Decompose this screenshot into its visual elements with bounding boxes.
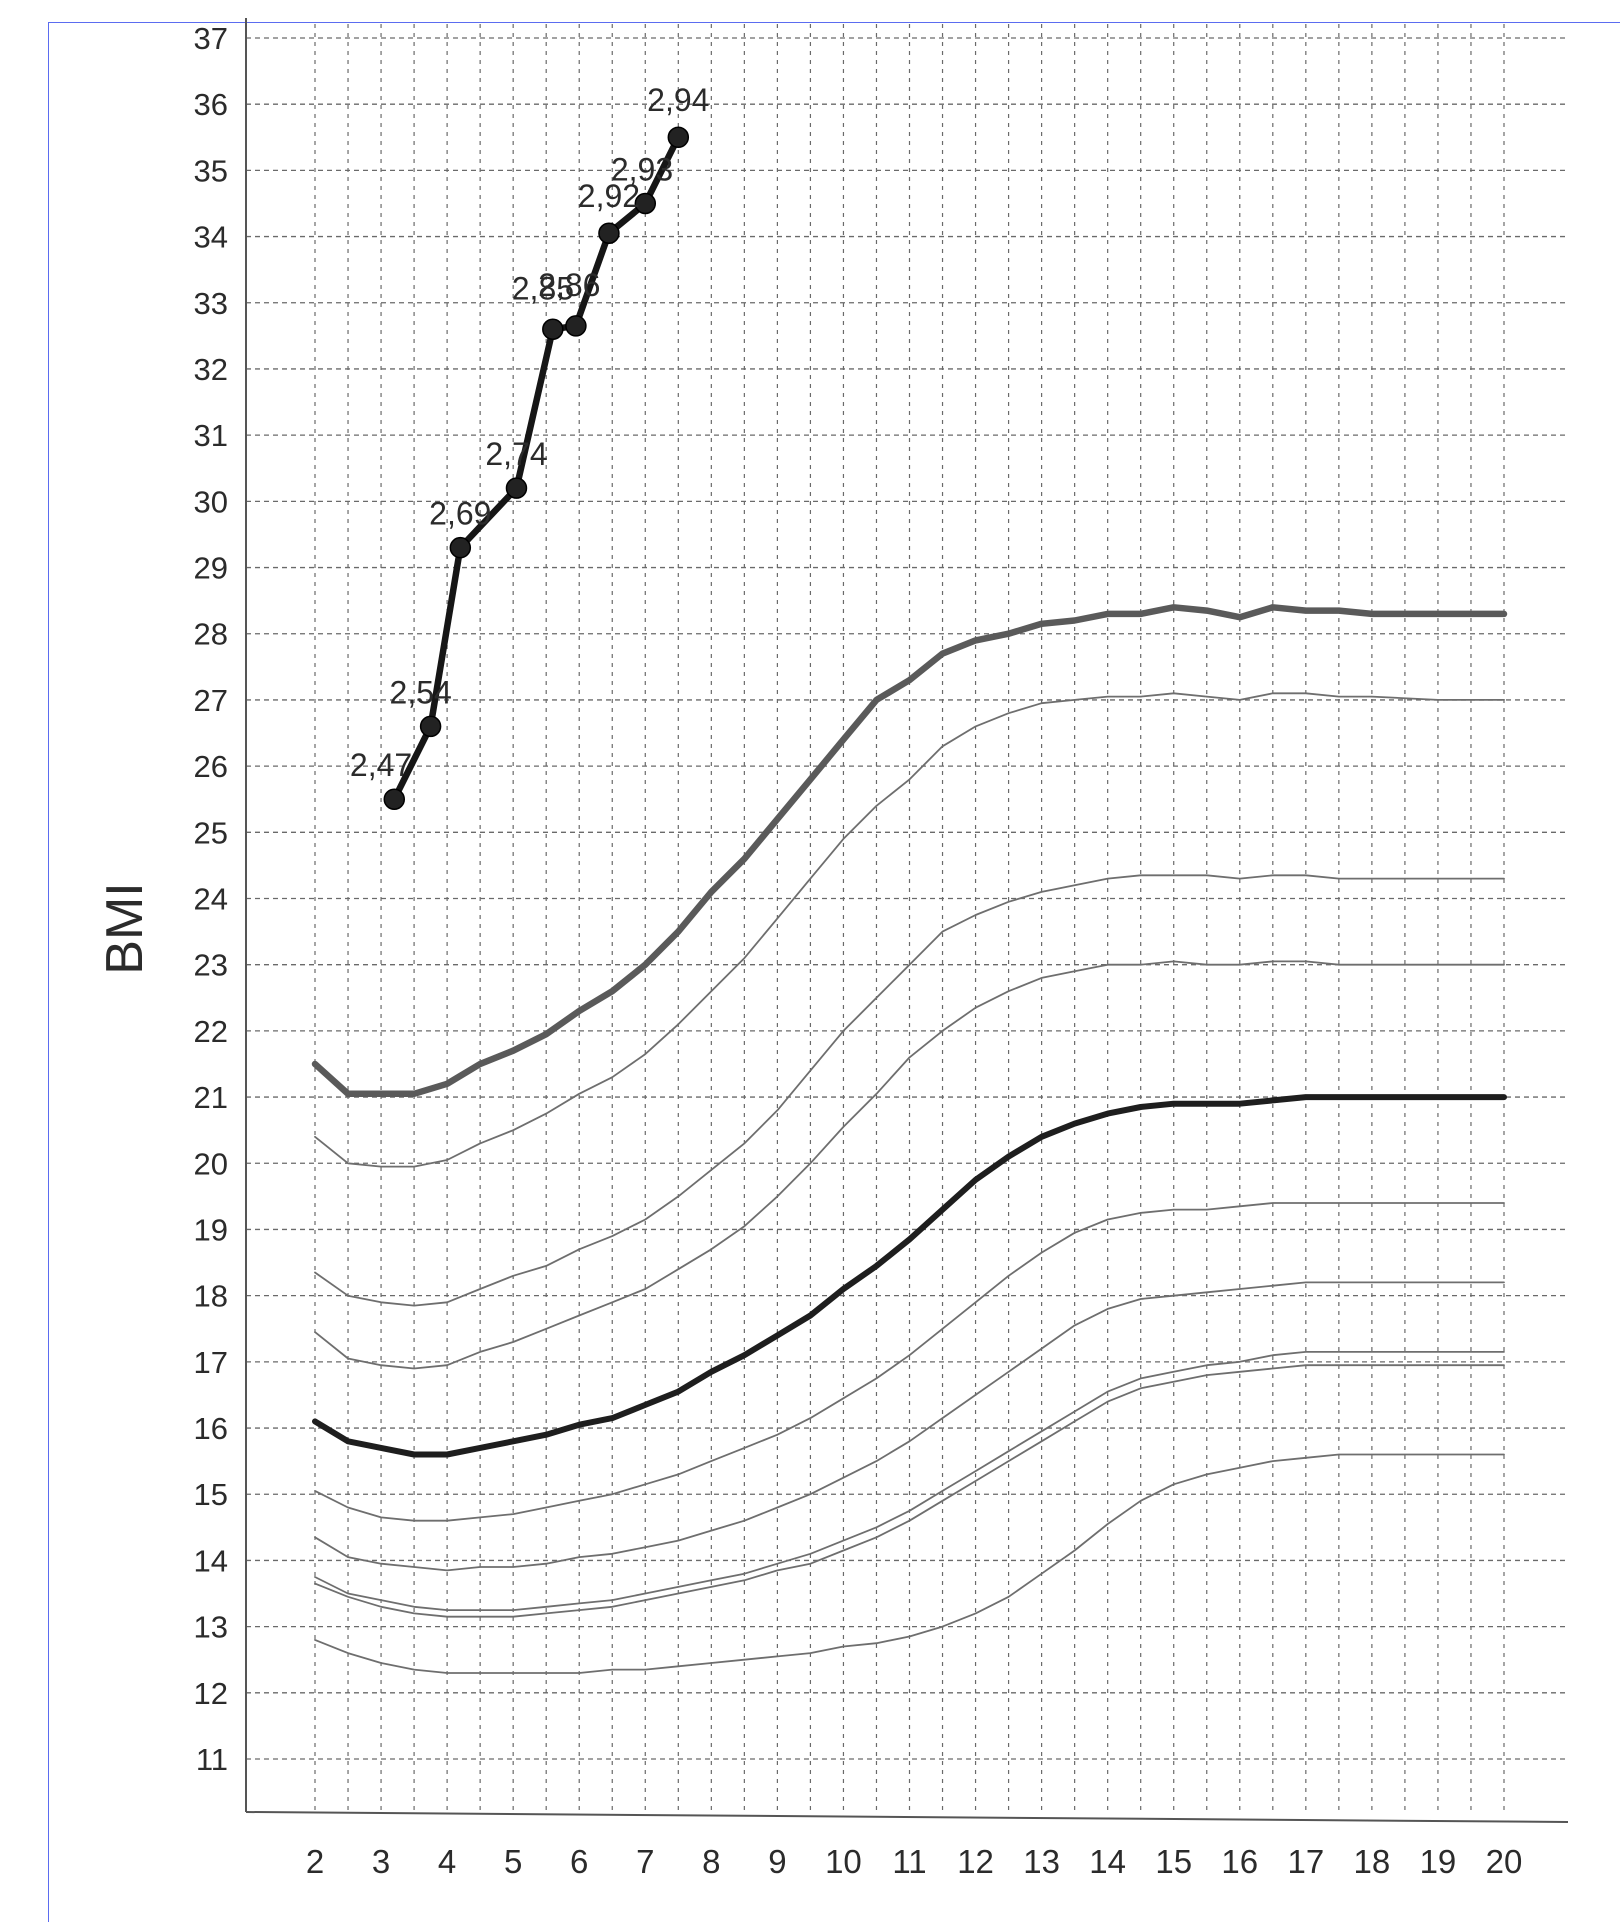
y-tick-label: 28 (194, 617, 228, 652)
data-label: 2,69 (429, 496, 491, 532)
x-tick-label: 13 (1023, 1843, 1060, 1880)
data-label: 2,86 (538, 267, 600, 303)
data-label: 2,74 (485, 436, 547, 472)
y-tick-label: 34 (194, 220, 228, 255)
y-tick-label: 23 (194, 948, 228, 983)
y-tick-label: 18 (194, 1279, 228, 1314)
reference-curve-thin (314, 1202, 1505, 1522)
x-tick-label: 17 (1287, 1843, 1324, 1880)
y-tick-label: 13 (194, 1610, 228, 1645)
y-tick-label: 14 (194, 1543, 228, 1578)
data-point (565, 315, 587, 337)
reference-curve-thin (314, 960, 1505, 1370)
reference-curve-median-thick (312, 1094, 1507, 1458)
x-tick-label: 18 (1354, 1843, 1391, 1880)
y-tick-label: 21 (194, 1080, 228, 1115)
data-label: 2,92 (578, 178, 640, 214)
y-tick-label: 27 (194, 683, 228, 718)
y-tick-label: 32 (194, 352, 228, 387)
data-label: 2,85 (512, 271, 574, 307)
data-point (449, 536, 472, 559)
data-point (383, 788, 406, 810)
x-tick-label: 4 (438, 1843, 456, 1880)
data-label: 2,94 (647, 82, 709, 118)
y-tick-label: 22 (194, 1014, 228, 1049)
x-tick-label: 14 (1089, 1843, 1126, 1880)
x-tick-label: 7 (636, 1843, 654, 1880)
y-tick-label: 37 (194, 21, 228, 56)
reference-curve-thin (314, 874, 1505, 1307)
x-tick-label: 11 (892, 1843, 926, 1880)
x-tick-label: 3 (372, 1843, 390, 1880)
y-tick-label: 30 (194, 484, 228, 519)
y-tick-label: 35 (194, 153, 228, 188)
y-tick-label: 12 (194, 1676, 228, 1711)
data-point (419, 715, 442, 738)
y-tick-label: 20 (194, 1146, 228, 1181)
x-tick-label: 9 (768, 1843, 786, 1880)
y-tick-label: 33 (194, 286, 228, 321)
y-tick-label: 29 (194, 551, 228, 586)
x-tick-label: 6 (570, 1843, 588, 1880)
y-axis-label: BMI (96, 882, 154, 974)
data-point (598, 222, 620, 245)
y-tick-label: 31 (194, 418, 228, 453)
chart-frame (48, 22, 1620, 1922)
x-tick-label: 19 (1420, 1843, 1457, 1880)
y-tick-label: 36 (194, 87, 228, 122)
data-point (667, 126, 690, 149)
y-tick-label: 19 (194, 1212, 228, 1247)
y-tick-label: 16 (194, 1411, 228, 1446)
reference-curve-thin (314, 1364, 1505, 1618)
data-point (505, 477, 528, 499)
data-label: 2,47 (350, 747, 412, 783)
x-axis-line (245, 1811, 1569, 1823)
reference-curve-thin (314, 1351, 1505, 1611)
x-tick-label: 10 (825, 1843, 862, 1880)
reference-curve-thin (314, 1453, 1505, 1674)
reference-curve-upper-thick (311, 604, 1508, 1098)
y-tick-label: 26 (194, 749, 228, 784)
y-tick-label: 24 (194, 882, 228, 917)
y-tick-label: 25 (194, 815, 228, 850)
data-point (634, 192, 657, 215)
x-tick-label: 16 (1221, 1843, 1258, 1880)
y-tick-label: 15 (194, 1477, 228, 1512)
x-tick-label: 15 (1155, 1843, 1192, 1880)
y-tick-label: 17 (194, 1345, 228, 1380)
reference-curve-thin (314, 1281, 1505, 1572)
y-tick-label: 11 (196, 1742, 228, 1777)
x-tick-label: 20 (1486, 1843, 1523, 1880)
data-point (542, 318, 564, 340)
x-tick-label: 8 (702, 1843, 720, 1880)
x-tick-label: 2 (306, 1843, 324, 1880)
x-tick-label: 5 (504, 1843, 522, 1880)
x-tick-label: 12 (957, 1843, 994, 1880)
data-label: 2,54 (390, 674, 452, 710)
data-label: 2,93 (611, 151, 673, 187)
reference-curve-thin (314, 692, 1505, 1168)
